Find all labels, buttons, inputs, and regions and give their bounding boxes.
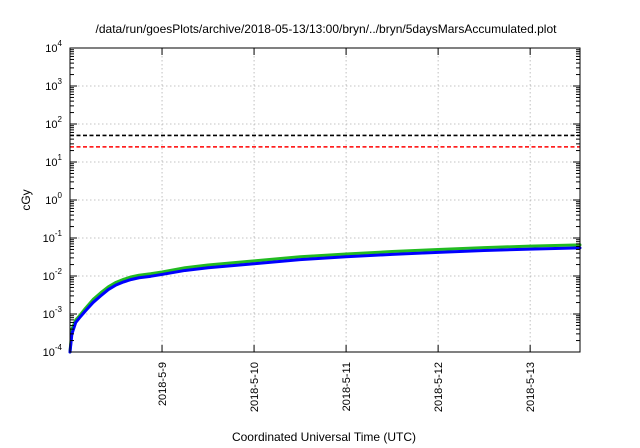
x-tick-label: 2018-5-9 [157,362,169,406]
y-tick-label: 100 [45,191,62,207]
series-line [68,243,582,354]
reference-lines [70,134,580,148]
y-tick-label: 10-3 [43,305,63,321]
x-tick-label: 2018-5-10 [249,362,261,412]
y-tick-label: 10-1 [43,229,63,245]
y-tick-label: 101 [45,153,62,169]
x-tick-label: 2018-5-13 [525,362,537,412]
y-axis-label: cGy [19,189,33,210]
y-tick-label: 10-4 [43,343,63,359]
chart-title: /data/run/goesPlots/archive/2018-05-13/1… [96,22,558,36]
x-tick-label: 2018-5-12 [433,362,445,412]
y-tick-label: 102 [45,115,62,131]
y-tick-label: 10-2 [43,267,63,283]
y-tick-label: 103 [45,77,62,93]
series-line [68,246,582,354]
x-axis-ticks: 2018-5-9 2018-5-10 2018-5-11 2018-5-12 2018-… [157,48,537,412]
series-lines [68,243,582,354]
x-tick-label: 2018-5-11 [341,362,353,411]
grid [70,48,580,352]
x-axis-label: Coordinated Universal Time (UTC) [232,430,416,444]
y-axis-ticks: 10-4 10-3 10-2 10-1 100 101 102 103 104 [43,39,580,359]
y-tick-label: 104 [45,39,62,55]
